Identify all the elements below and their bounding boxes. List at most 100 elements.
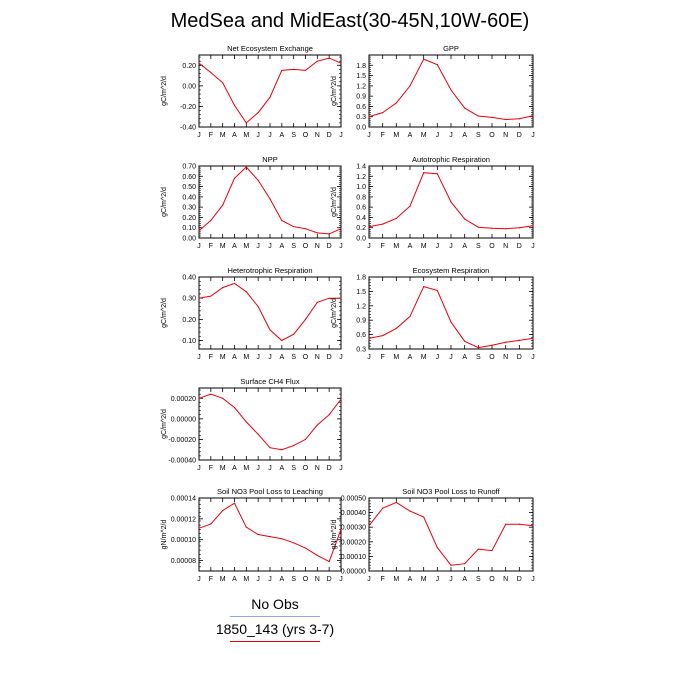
data-point [304,438,307,441]
data-point [464,218,466,220]
data-point [257,533,259,536]
x-tick-label: N [315,576,320,583]
plot-frame [198,165,342,239]
x-tick-label: M [393,576,399,583]
x-tick-label: M [393,354,399,361]
data-point [245,421,247,423]
x-tick-label: D [327,576,332,583]
y-tick-label: -0.00020 [168,437,196,444]
y-tick-label: 0.00 [182,236,196,243]
y-tick-label: 0.20 [182,63,196,70]
x-tick-label: J [436,243,440,250]
x-tick-label: M [220,576,226,583]
data-point [382,507,384,509]
x-tick-label: M [393,243,399,250]
chart-title: Soil NO3 Pool Loss to Leaching [217,487,323,496]
y-tick-label: 0.6 [356,104,366,111]
chart-title: Autotrophic Respiration [412,155,490,164]
x-tick-label: O [489,243,495,250]
y-axis-label: gC/m^2/d [331,298,338,328]
x-tick-label: N [503,354,508,361]
x-tick-label: F [381,243,385,250]
data-point [257,306,259,308]
data-point [210,71,212,74]
x-tick-label: J [197,354,201,361]
x-tick-label: S [291,243,296,250]
x-tick-label: J [531,354,535,361]
x-tick-label: J [436,354,440,361]
data-point [450,564,452,566]
data-point [304,318,307,320]
y-axis-label: gC/m^2/d [331,187,338,217]
data-point [328,561,330,563]
x-tick-label: S [476,243,481,250]
chart-panel-9: Soil NO3 Pool Loss to RunoffgN/m^2/d0.00… [331,487,535,583]
data-point [328,233,330,235]
data-point [198,230,200,232]
data-point [436,547,438,549]
chart-panel-8: Soil NO3 Pool Loss to LeachinggN/m^2/d0.… [161,487,343,583]
data-point [450,89,452,91]
data-point [257,179,259,181]
x-tick-label: A [462,576,467,583]
data-point [340,228,342,230]
data-point [222,82,224,84]
data-point [368,337,370,340]
data-point [491,116,493,118]
chart-title: Heterotrophic Respiration [227,266,312,275]
x-tick-label: J [268,132,272,139]
data-point [464,563,466,565]
data-point [395,501,397,503]
x-tick-label: S [291,354,296,361]
data-point [450,201,452,203]
series-line [368,286,534,349]
chart-title: Surface CH4 Flux [240,377,299,386]
data-point [491,549,493,552]
data-point [477,548,479,550]
x-tick-label: M [421,354,427,361]
data-point [477,115,479,117]
data-point [316,60,318,62]
x-tick-label: A [408,243,413,250]
data-point [340,528,342,530]
chart-title: Ecosystem Respiration [413,266,490,275]
plot-frame [198,276,342,350]
legend-obs-label: No Obs [251,596,299,612]
data-point [491,227,493,229]
data-point [198,62,200,64]
x-tick-label: F [209,132,213,139]
x-tick-label: M [243,354,249,361]
y-tick-label: 0.20 [182,317,196,324]
data-point [245,122,247,124]
data-point [436,289,438,292]
x-tick-label: D [327,243,332,250]
data-point [293,68,295,70]
y-tick-label: 0.8 [356,194,366,201]
data-point [368,525,370,527]
y-axis-label: gC/m^2/d [161,298,168,328]
y-tick-label: 0.40 [182,275,196,282]
x-tick-label: M [393,132,399,139]
data-point [409,315,411,317]
y-tick-label: 0.00020 [171,396,196,403]
x-tick-label: A [279,465,284,472]
legend-model-label: 1850_143 (yrs 3-7) [215,621,335,637]
y-tick-label: 0.00040 [341,510,366,517]
data-point [245,291,247,293]
data-point [340,297,342,299]
legend-model-line [230,641,320,642]
x-tick-label: J [436,132,440,139]
y-tick-label: 0.30 [182,296,196,303]
x-tick-label: F [381,132,385,139]
y-tick-label: 0.9 [356,318,366,325]
data-point [293,333,295,335]
y-tick-label: 0.3 [356,347,366,354]
data-point [269,198,271,200]
data-point [257,112,259,114]
chart-panel-2: GPP gC/m^2/d 0.0 0.3 0.6 0.9 1.2 1.5 1.8 J F M A M J J A… [331,44,535,139]
y-tick-label: 0.3 [356,114,366,121]
x-tick-label: J [449,243,453,250]
x-tick-label: O [303,576,309,583]
chart-panel-5: Heterotrophic Respiration gC/m^2/d 0.10 0.2… [161,266,343,361]
y-tick-label: 0.10 [182,338,196,345]
